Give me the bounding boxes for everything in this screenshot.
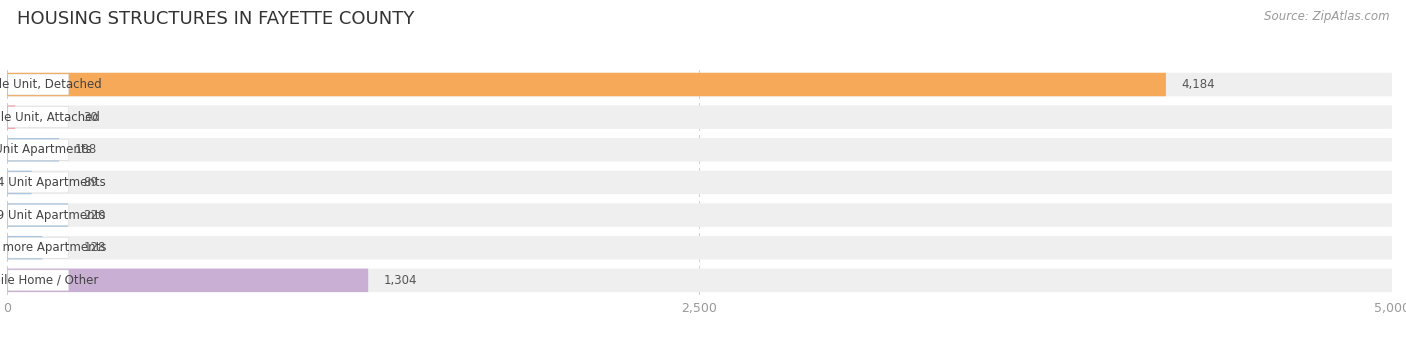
FancyBboxPatch shape <box>7 236 42 260</box>
FancyBboxPatch shape <box>7 269 1392 292</box>
Text: 188: 188 <box>75 143 97 156</box>
Text: 3 or 4 Unit Apartments: 3 or 4 Unit Apartments <box>0 176 105 189</box>
Text: Single Unit, Attached: Single Unit, Attached <box>0 111 100 124</box>
Text: 5 to 9 Unit Apartments: 5 to 9 Unit Apartments <box>0 209 105 222</box>
FancyBboxPatch shape <box>8 107 69 128</box>
FancyBboxPatch shape <box>8 172 69 193</box>
Text: 89: 89 <box>83 176 98 189</box>
Text: 1,304: 1,304 <box>384 274 418 287</box>
FancyBboxPatch shape <box>7 105 1392 129</box>
Text: Source: ZipAtlas.com: Source: ZipAtlas.com <box>1264 10 1389 23</box>
FancyBboxPatch shape <box>8 205 69 225</box>
FancyBboxPatch shape <box>7 269 368 292</box>
Text: 220: 220 <box>83 209 105 222</box>
FancyBboxPatch shape <box>7 203 67 227</box>
FancyBboxPatch shape <box>7 105 15 129</box>
FancyBboxPatch shape <box>7 203 1392 227</box>
FancyBboxPatch shape <box>7 138 59 162</box>
FancyBboxPatch shape <box>8 270 69 291</box>
FancyBboxPatch shape <box>8 74 69 95</box>
Text: 30: 30 <box>83 111 98 124</box>
Text: HOUSING STRUCTURES IN FAYETTE COUNTY: HOUSING STRUCTURES IN FAYETTE COUNTY <box>17 10 415 28</box>
Text: 2 Unit Apartments: 2 Unit Apartments <box>0 143 91 156</box>
Text: 10 or more Apartments: 10 or more Apartments <box>0 241 107 254</box>
Text: 4,184: 4,184 <box>1181 78 1215 91</box>
Text: Single Unit, Detached: Single Unit, Detached <box>0 78 101 91</box>
FancyBboxPatch shape <box>7 73 1392 96</box>
FancyBboxPatch shape <box>7 73 1166 96</box>
FancyBboxPatch shape <box>7 171 32 194</box>
FancyBboxPatch shape <box>8 237 69 258</box>
FancyBboxPatch shape <box>8 139 69 160</box>
FancyBboxPatch shape <box>7 236 1392 260</box>
FancyBboxPatch shape <box>7 138 1392 162</box>
FancyBboxPatch shape <box>7 171 1392 194</box>
Text: Mobile Home / Other: Mobile Home / Other <box>0 274 98 287</box>
Text: 128: 128 <box>83 241 105 254</box>
